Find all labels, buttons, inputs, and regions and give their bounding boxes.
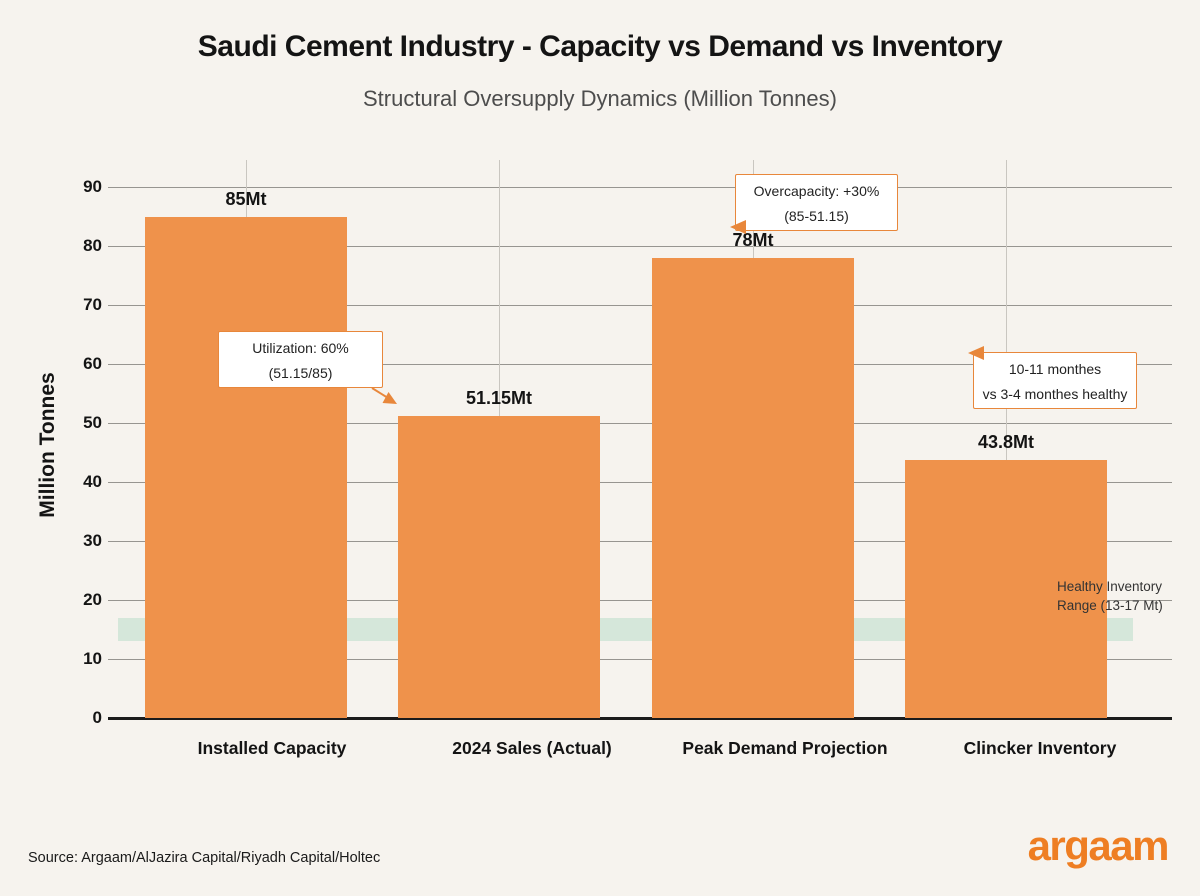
y-tick-label: 60	[83, 354, 102, 373]
y-tick-label: 70	[83, 295, 102, 314]
annotation-utilization-line1: Utilization: 60%	[252, 340, 349, 356]
h-gridline	[108, 423, 1172, 424]
y-tick-label: 90	[83, 177, 102, 196]
h-gridline	[108, 482, 1172, 483]
chart-subtitle: Structural Oversupply Dynamics (Million …	[363, 86, 837, 111]
annotation-healthy-range-line2: Range (13-17 Mt)	[1057, 598, 1163, 613]
healthy-inventory-band	[118, 617, 1133, 642]
y-tick-label: 40	[83, 472, 102, 491]
y-tick-label: 30	[83, 531, 102, 550]
bar	[652, 257, 854, 718]
annotation-inventory-months-line1: 10-11 monthes	[1008, 361, 1102, 377]
y-tick-label: 0	[92, 708, 102, 727]
annotation-overcapacity: Overcapacity: +30% (85-51.15)	[735, 174, 898, 231]
bar-value-label: 43.8Mt	[977, 431, 1035, 452]
bar-value-label: 51.15Mt	[465, 388, 533, 409]
h-gridline	[108, 364, 1172, 365]
annotation-overcapacity-line1: Overcapacity: +30%	[753, 183, 880, 199]
h-gridline	[108, 541, 1172, 542]
annotation-healthy-range-line1: Healthy Inventory	[1057, 579, 1163, 594]
h-gridline	[108, 600, 1172, 601]
bar-value-label: 85Mt	[225, 188, 267, 209]
h-gridline	[108, 187, 1172, 188]
annotation-overcapacity-line2: (85-51.15)	[784, 208, 849, 224]
h-gridline	[108, 305, 1172, 306]
chart-title: Saudi Cement Industry - Capacity vs Dema…	[197, 30, 1003, 63]
annotation-healthy-range: Healthy Inventory Range (13-17 Mt)	[1057, 577, 1200, 615]
bar	[145, 216, 347, 718]
utilization-arrow-line-icon	[371, 387, 389, 399]
bar	[398, 416, 600, 718]
y-tick-label: 80	[83, 236, 102, 255]
bar	[905, 459, 1107, 718]
y-tick-label: 10	[83, 649, 102, 668]
x-category-label: 2024 Sales (Actual)	[452, 738, 612, 758]
annotation-utilization-line2: (51.15/85)	[268, 365, 333, 381]
x-category-label: Peak Demand Projection	[682, 738, 888, 758]
x-category-label: Installed Capacity	[197, 738, 347, 758]
annotation-inventory-months: 10-11 monthes vs 3-4 monthes healthy	[973, 352, 1137, 409]
h-gridline	[108, 246, 1172, 247]
h-gridline	[108, 659, 1172, 660]
annotation-inventory-months-line2: vs 3-4 monthes healthy	[982, 386, 1128, 402]
utilization-arrowhead-icon	[382, 392, 397, 404]
annotation-utilization: Utilization: 60% (51.15/85)	[218, 331, 383, 388]
x-category-label: Clincker Inventory	[963, 738, 1117, 758]
y-tick-label: 50	[83, 413, 102, 432]
x-axis-line	[108, 717, 1172, 720]
v-gridline	[1006, 160, 1007, 718]
source-note: Source: Argaam/AlJazira Capital/Riyadh C…	[28, 850, 381, 866]
bar-value-label: 78Mt	[732, 229, 774, 250]
argaam-logo: argaam	[1027, 822, 1170, 869]
y-tick-label: 20	[83, 590, 102, 609]
